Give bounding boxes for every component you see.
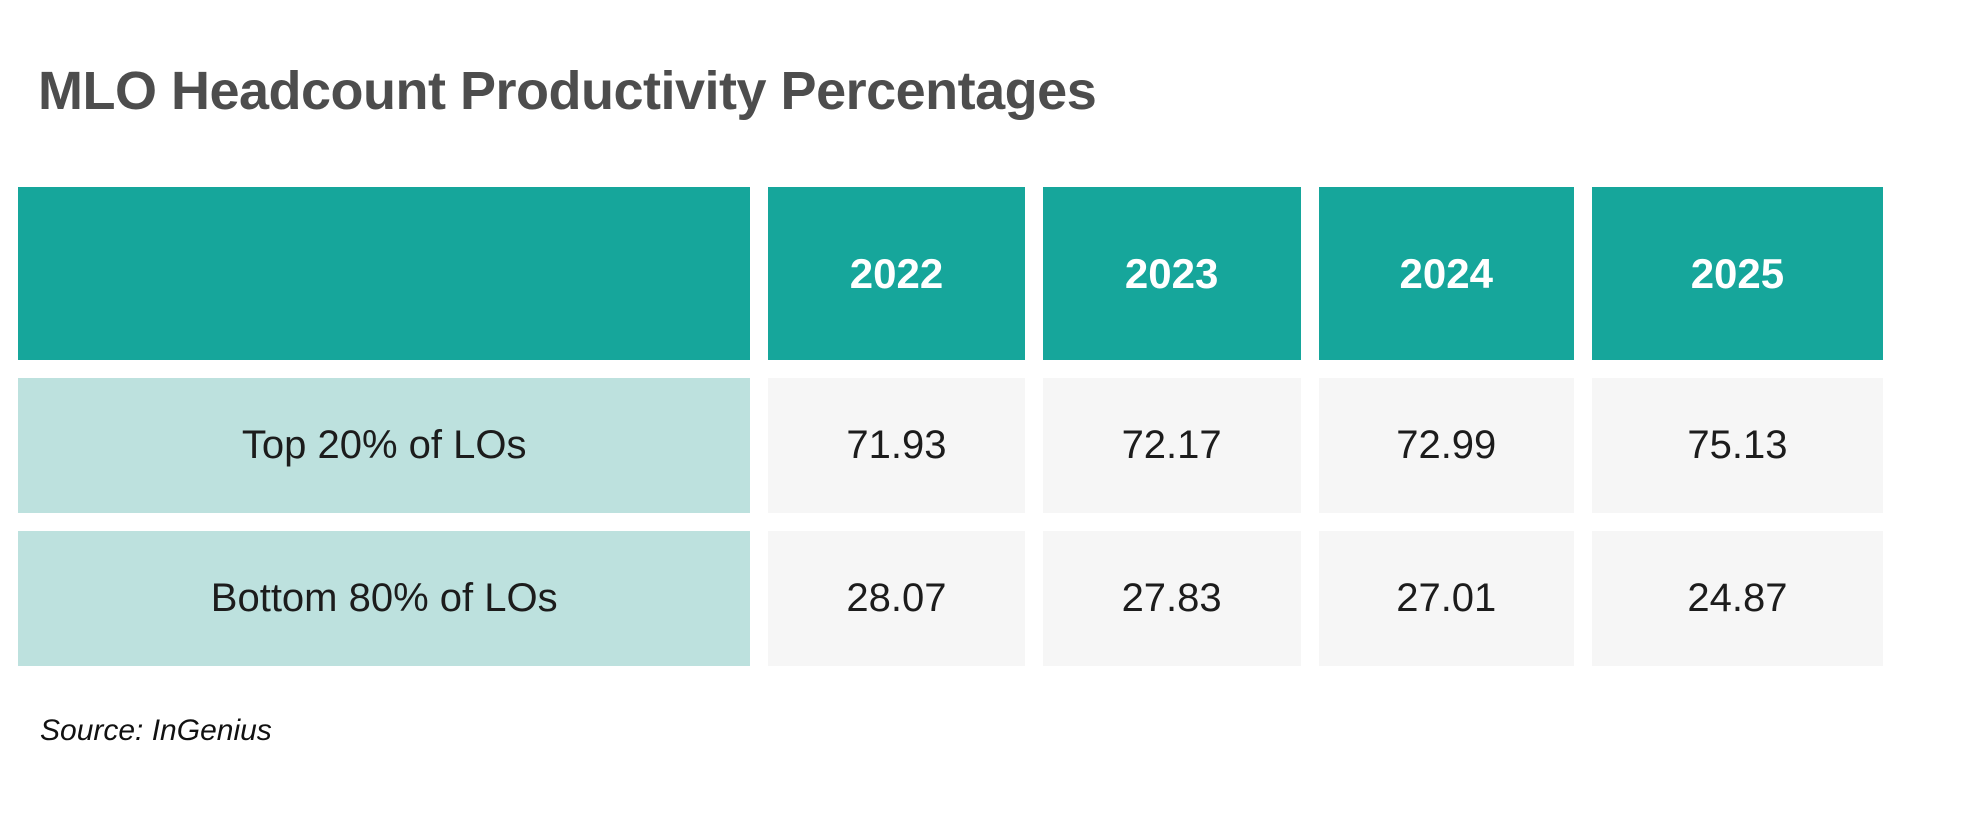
row-label-bottom-80: Bottom 80% of LOs	[18, 531, 751, 666]
row-label-top-20: Top 20% of LOs	[18, 378, 751, 513]
productivity-table: 2022 2023 2024 2025 Top 20% of LOs 71.93…	[18, 187, 1883, 666]
column-header-2025: 2025	[1591, 187, 1883, 360]
value-bottom-80-2024: 27.01	[1318, 531, 1574, 666]
column-header-2023: 2023	[1042, 187, 1301, 360]
source-note: Source: InGenius	[40, 714, 272, 747]
table-corner-cell	[18, 187, 751, 360]
column-header-2024: 2024	[1318, 187, 1574, 360]
value-top-20-2023: 72.17	[1042, 378, 1301, 513]
value-top-20-2022: 71.93	[768, 378, 1025, 513]
page-title: MLO Headcount Productivity Percentages	[38, 61, 1097, 121]
value-bottom-80-2022: 28.07	[768, 531, 1025, 666]
value-bottom-80-2023: 27.83	[1042, 531, 1301, 666]
value-bottom-80-2025: 24.87	[1591, 531, 1883, 666]
column-header-2022: 2022	[768, 187, 1025, 360]
value-top-20-2025: 75.13	[1591, 378, 1883, 513]
value-top-20-2024: 72.99	[1318, 378, 1574, 513]
